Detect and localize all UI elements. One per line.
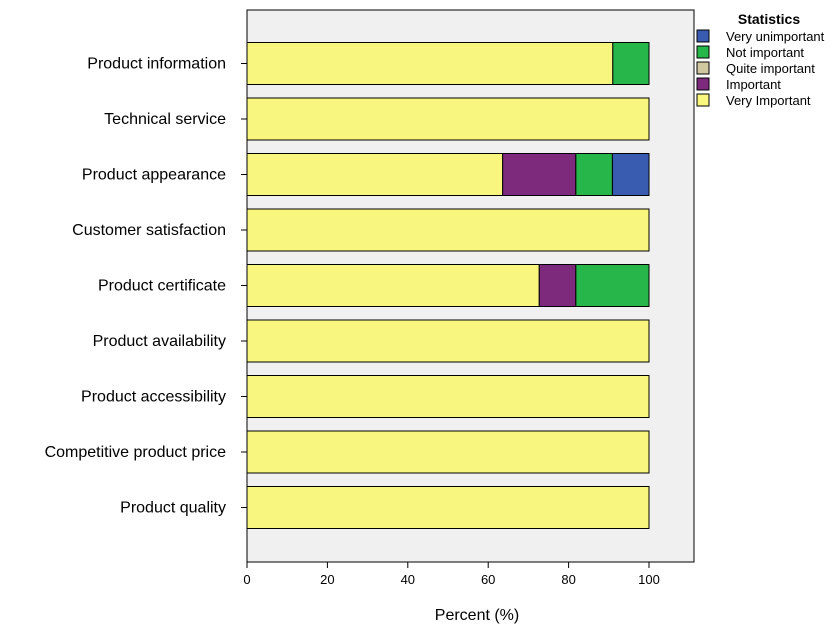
y-tick-label: Customer satisfaction [72, 222, 226, 239]
x-tick-label: 0 [243, 572, 250, 587]
legend-label: Not important [726, 45, 804, 60]
bar-7-series-0 [246, 430, 650, 474]
y-tick-label: Product certificate [98, 278, 226, 295]
y-axis-labels: Product information Technical service Prod… [45, 56, 247, 517]
y-tick-label: Product appearance [82, 167, 226, 184]
legend-label: Very Important [726, 93, 811, 108]
bar-2-series-4 [611, 153, 650, 196]
bar-4-series-0 [246, 264, 540, 307]
legend-swatch [696, 29, 710, 43]
y-tick-label: Product quality [120, 500, 226, 517]
legend-swatch [696, 45, 710, 59]
x-axis-ticks: 0 20 40 60 80 100 [243, 562, 660, 587]
bar-1-series-0 [246, 97, 650, 141]
bar-0-series-3 [612, 42, 650, 85]
x-tick-label: 100 [638, 572, 660, 587]
y-tick-label: Competitive product price [45, 444, 227, 461]
bars-layer [246, 42, 650, 529]
bar-4-series-3 [575, 264, 650, 307]
x-axis-title: Percent (%) [435, 607, 519, 624]
bar-8-series-0 [246, 486, 650, 529]
bar-6-series-0 [246, 375, 650, 418]
x-tick-label: 20 [320, 572, 334, 587]
bar-3-series-0 [246, 208, 650, 252]
y-tick-label: Product availability [93, 333, 226, 350]
legend-title: Statistics [738, 11, 800, 27]
y-tick-label: Product accessibility [81, 389, 226, 406]
x-tick-label: 40 [401, 572, 415, 587]
legend-label: Very unimportant [726, 29, 825, 44]
x-tick-label: 80 [561, 572, 575, 587]
x-tick-label: 60 [481, 572, 495, 587]
y-tick-label: Product information [87, 56, 226, 73]
bar-5-series-0 [246, 319, 650, 363]
legend-swatch [696, 77, 710, 91]
y-tick-label: Technical service [104, 111, 226, 128]
legend-label: Important [726, 77, 781, 92]
bar-2-series-3 [575, 153, 613, 196]
bar-2-series-0 [246, 153, 504, 196]
legend-swatch [696, 93, 710, 107]
bar-0-series-0 [246, 42, 614, 85]
legend-label: Quite important [726, 61, 815, 76]
legend-swatch [696, 61, 710, 75]
bar-4-series-1 [538, 264, 577, 307]
bar-2-series-1 [502, 153, 577, 196]
